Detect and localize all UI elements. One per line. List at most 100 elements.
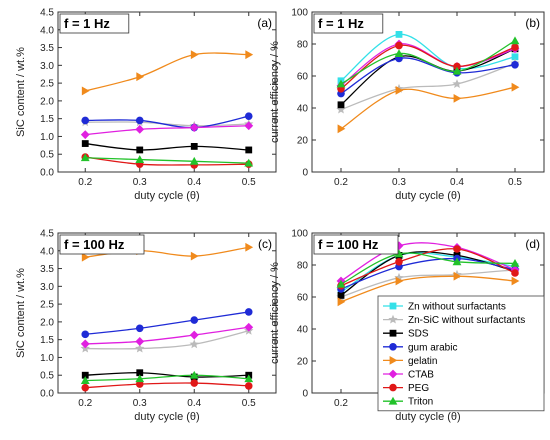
series-line bbox=[340, 40, 516, 85]
y-tick-label: 0 bbox=[302, 168, 308, 179]
series-line bbox=[340, 43, 516, 87]
data-point bbox=[135, 116, 144, 125]
data-point bbox=[244, 308, 253, 316]
series-peg bbox=[81, 379, 253, 392]
y-tick-label: 0.0 bbox=[40, 389, 54, 400]
data-point bbox=[81, 371, 89, 379]
data-point bbox=[81, 383, 90, 392]
y-tick-label: 1.0 bbox=[40, 132, 54, 143]
data-point bbox=[336, 104, 346, 114]
y-tick-label: 4.0 bbox=[40, 246, 54, 257]
data-point bbox=[453, 94, 462, 103]
legend-marker bbox=[388, 314, 398, 324]
data-point bbox=[394, 241, 404, 251]
data-point bbox=[244, 158, 254, 167]
panel-c: 0.2 0.3 0.4 0.5 0.0 0.5 1.0 1.5 2.0 2.5 3.0 3.5 4.0 4… bbox=[15, 229, 277, 423]
x-tick-label: 0.4 bbox=[187, 177, 201, 188]
data-point bbox=[136, 369, 144, 377]
data-point bbox=[511, 82, 520, 92]
y-tick-label: 20 bbox=[297, 357, 309, 368]
plot-frame bbox=[311, 11, 545, 173]
series-line bbox=[85, 52, 249, 92]
y-tick-label: 80 bbox=[297, 40, 309, 51]
y-axis-label: current efficiency / % bbox=[269, 262, 281, 364]
legend-label: SDS bbox=[408, 329, 429, 340]
x-axis-label: duty cycle (θ) bbox=[395, 190, 460, 202]
series-line bbox=[340, 57, 516, 95]
series-gum bbox=[81, 308, 253, 339]
y-tick-label: 2.0 bbox=[40, 96, 54, 107]
series-triton bbox=[336, 36, 520, 88]
y-tick-label: 2.5 bbox=[40, 300, 54, 311]
series-gum bbox=[337, 54, 519, 98]
data-point bbox=[336, 279, 346, 288]
plot-frame bbox=[57, 232, 277, 394]
y-axis-label: SiC content / wt.% bbox=[15, 268, 27, 358]
series-triton bbox=[80, 153, 254, 167]
series-line bbox=[340, 248, 516, 287]
legend-entry-triton: Triton bbox=[383, 397, 433, 408]
data-point bbox=[190, 251, 199, 261]
legend-label: Zn without surfactants bbox=[408, 302, 506, 313]
data-point bbox=[453, 245, 461, 253]
panel-label: (c) bbox=[258, 237, 272, 251]
plot-frame bbox=[57, 11, 277, 173]
series-sds bbox=[81, 140, 253, 154]
data-point bbox=[244, 112, 253, 120]
legend-label: Zn-SiC without surfactants bbox=[408, 315, 525, 326]
series-line bbox=[85, 382, 249, 389]
panel-a: 0.2 0.3 0.4 0.5 0.0 0.5 1.0 1.5 2.0 2.5 3.0 3.5 4.0 4… bbox=[15, 8, 277, 202]
x-tick-label: 0.4 bbox=[450, 177, 464, 188]
y-tick-label: 40 bbox=[297, 104, 309, 115]
y-axis-label: SiC content / wt.% bbox=[15, 47, 27, 137]
data-point bbox=[395, 31, 403, 38]
panel-label: (d) bbox=[525, 237, 540, 251]
y-tick-label: 100 bbox=[291, 229, 308, 240]
x-tick-label: 0.2 bbox=[334, 177, 348, 188]
frequency-box bbox=[59, 13, 130, 34]
data-point bbox=[189, 339, 199, 349]
data-point bbox=[189, 330, 199, 340]
y-tick-label: 0.5 bbox=[40, 150, 54, 161]
y-tick-label: 4.5 bbox=[40, 229, 54, 240]
frequency-box bbox=[59, 234, 145, 255]
series-line bbox=[85, 157, 249, 164]
legend-entry-gelatin: gelatin bbox=[383, 356, 437, 367]
series-triton bbox=[80, 370, 254, 384]
data-point bbox=[395, 41, 403, 50]
data-point bbox=[189, 123, 199, 132]
data-point bbox=[511, 61, 519, 69]
data-point bbox=[395, 258, 403, 266]
data-point bbox=[511, 43, 519, 51]
series-znsic bbox=[336, 58, 520, 114]
data-point bbox=[80, 153, 90, 162]
data-point bbox=[244, 322, 254, 332]
series-line bbox=[340, 275, 516, 303]
x-tick-label: 0.3 bbox=[133, 398, 147, 409]
frequency-label: f = 1 Hz bbox=[318, 16, 364, 31]
data-point bbox=[245, 146, 253, 154]
series-line bbox=[85, 311, 249, 335]
data-point bbox=[511, 269, 519, 277]
x-tick-label: 0.4 bbox=[187, 398, 201, 409]
legend-marker bbox=[389, 383, 397, 392]
x-tick-label: 0.2 bbox=[78, 177, 92, 188]
series-gelatin bbox=[81, 50, 254, 96]
series-ctab bbox=[80, 121, 254, 140]
panel-label: (b) bbox=[525, 16, 540, 30]
data-point bbox=[81, 140, 89, 147]
y-tick-label: 3.0 bbox=[40, 61, 54, 72]
y-tick-label: 3.5 bbox=[40, 43, 54, 54]
data-point bbox=[190, 143, 198, 150]
data-point bbox=[81, 116, 90, 125]
legend-marker bbox=[389, 356, 398, 365]
data-point bbox=[136, 146, 144, 154]
frequency-label: f = 1 Hz bbox=[64, 16, 110, 31]
series-line bbox=[85, 142, 249, 151]
data-point bbox=[135, 337, 145, 346]
x-tick-label: 0.3 bbox=[392, 177, 406, 188]
data-point bbox=[80, 130, 90, 140]
series-line bbox=[85, 330, 249, 350]
legend-label: PEG bbox=[408, 383, 429, 394]
